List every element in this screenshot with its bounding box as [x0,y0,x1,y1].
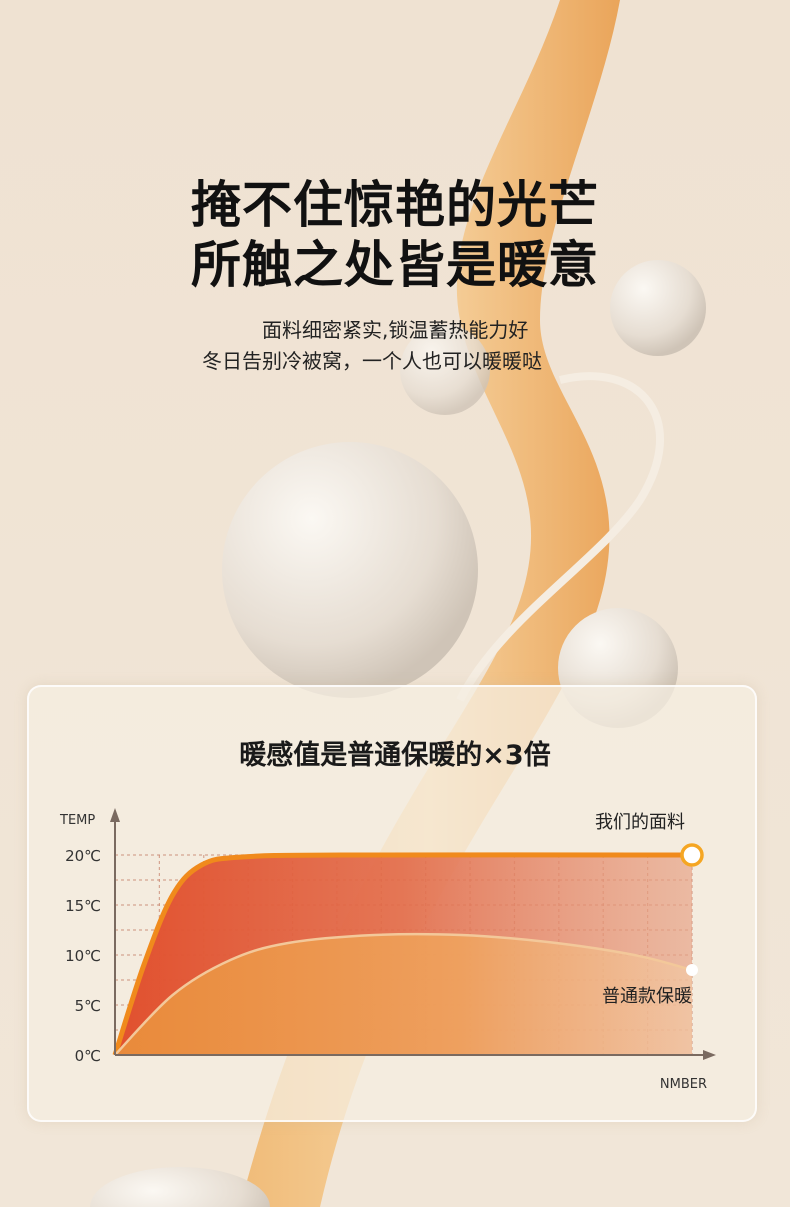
subtitle-line-2: 冬日告别冷被窝，一个人也可以暖暖哒 [202,349,542,373]
series-end-marker [686,964,698,976]
series-area [115,934,692,1055]
y-tick-label: 15℃ [65,897,101,915]
headline-line-2: 所触之处皆是暖意 [191,236,599,294]
series-line [112,852,693,1056]
series-label: 我们的面料 [595,812,685,833]
y-axis-label: TEMP [59,813,95,828]
series-label: 普通款保暖 [602,986,692,1007]
y-tick-label: 0℃ [75,1047,101,1065]
chart-title: 暖感值是普通保暖的×3倍 [239,740,551,771]
x-axis-arrow-icon [703,1050,716,1060]
x-axis-label: NMBER [660,1077,707,1092]
y-axis-arrow-icon [110,808,120,822]
y-tick-label: 5℃ [75,997,101,1015]
subtitle-line-1: 面料细密紧实,锁温蓄热能力好 [262,318,529,342]
y-tick-label: 10℃ [65,947,101,965]
series-line [114,932,693,1056]
headline-line-1: 掩不住惊艳的光芒 [191,176,599,234]
series-end-marker [680,843,704,867]
y-tick-label: 20℃ [65,847,101,865]
sphere-decoration [222,442,478,698]
